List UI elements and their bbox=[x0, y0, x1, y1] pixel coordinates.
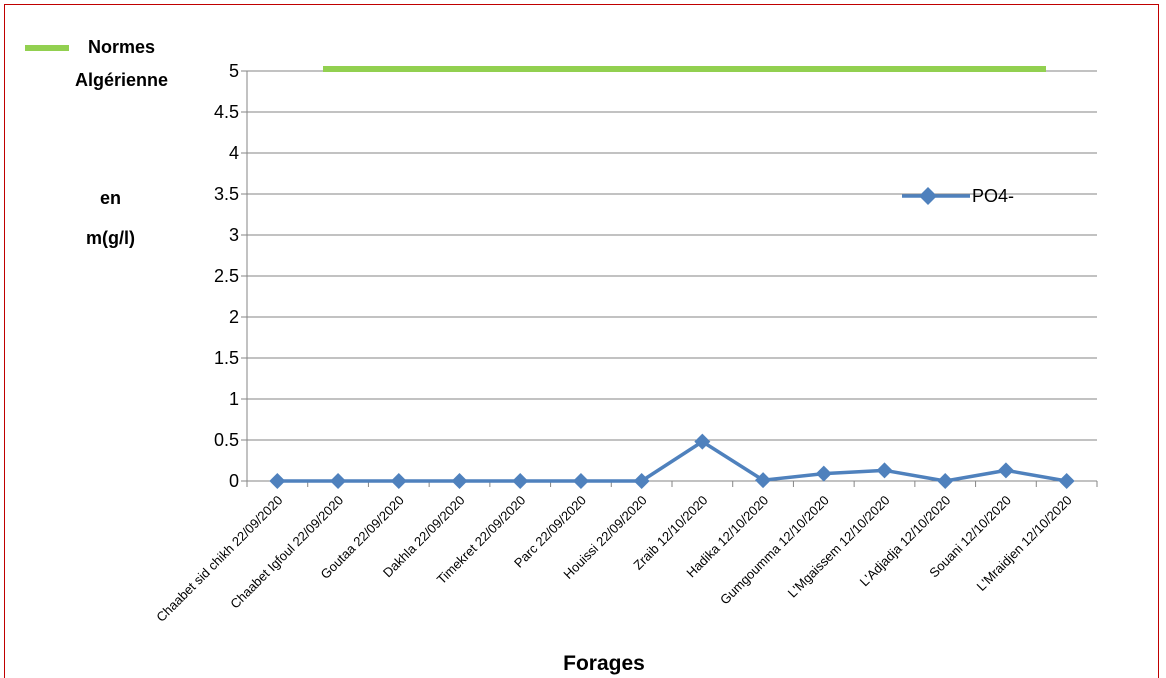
chart-frame bbox=[4, 4, 1159, 678]
gridlines bbox=[247, 70, 1097, 441]
y-tick-label: 0 bbox=[229, 471, 239, 491]
series-legend-label: PO4- bbox=[972, 186, 1014, 206]
y-tick-label: 5 bbox=[229, 61, 239, 81]
series-legend-marker bbox=[919, 187, 937, 205]
y-tick-label: 4 bbox=[229, 143, 239, 163]
data-point-marker bbox=[451, 473, 468, 489]
x-tick-label: L'Mgaissem 12/10/2020 bbox=[785, 493, 893, 601]
y-tick-label: 4.5 bbox=[214, 102, 239, 122]
x-tick-label: Chaabet sid chikh 22/09/2020 bbox=[153, 493, 285, 625]
data-point-marker bbox=[755, 472, 772, 489]
y-tick-label: 2.5 bbox=[214, 266, 239, 286]
x-tick-label: Chaabet Igfoul 22/09/2020 bbox=[227, 493, 346, 612]
series-line bbox=[277, 439, 1067, 483]
y-tick-label: 3.5 bbox=[214, 184, 239, 204]
data-point-marker bbox=[390, 473, 407, 489]
series-group bbox=[269, 433, 1075, 489]
data-point-marker bbox=[937, 473, 954, 489]
data-point-marker bbox=[694, 433, 711, 450]
data-point-marker bbox=[512, 473, 529, 489]
x-axis-title: Forages bbox=[563, 652, 645, 675]
y-axis-label-line1: en bbox=[100, 188, 121, 208]
data-point-marker bbox=[1058, 473, 1075, 489]
y-axis-ticks: 0 0.5 1 1.5 2 2.5 3 3.5 4 4.5 5 bbox=[214, 61, 247, 491]
y-tick-label: 1.5 bbox=[214, 348, 239, 368]
series-legend: PO4- bbox=[902, 186, 1014, 206]
y-tick-label: 1 bbox=[229, 389, 239, 409]
data-point-marker bbox=[633, 473, 650, 489]
y-tick-label: 3 bbox=[229, 225, 239, 245]
data-point-marker bbox=[269, 473, 286, 489]
data-point-marker bbox=[572, 473, 589, 489]
norm-legend-label-line1: Normes bbox=[88, 37, 155, 57]
norm-legend-label-line2: Algérienne bbox=[75, 70, 168, 90]
y-tick-label: 0.5 bbox=[214, 430, 239, 450]
data-point-marker bbox=[815, 465, 832, 482]
data-point-marker bbox=[876, 462, 893, 479]
y-axis-label-line2: m(g/l) bbox=[86, 228, 135, 248]
y-tick-label: 2 bbox=[229, 307, 239, 327]
x-tick-label: Gumgoumma 12/10/2020 bbox=[717, 493, 832, 608]
data-point-marker bbox=[330, 473, 347, 489]
data-point-marker bbox=[997, 462, 1014, 479]
